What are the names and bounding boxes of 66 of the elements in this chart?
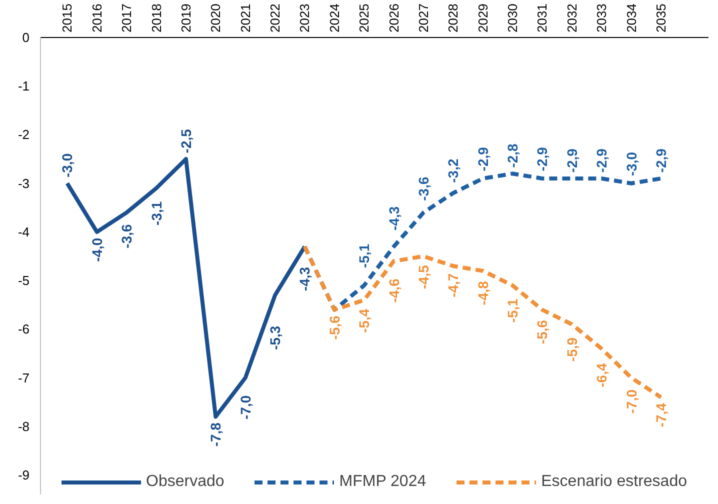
data-label: -2,9 — [564, 148, 580, 173]
data-label: -5,6 — [534, 320, 550, 344]
x-tick-label: 2027 — [416, 4, 431, 32]
data-label: -7,0 — [237, 395, 254, 420]
y-tick-label: -3 — [18, 176, 30, 191]
legend-label: Observado — [146, 473, 224, 491]
data-label: -3,2 — [445, 158, 462, 183]
data-label: -4,7 — [445, 273, 462, 298]
data-label: -3,0 — [623, 152, 640, 176]
data-label: -4,8 — [474, 280, 491, 306]
data-label: -2,9 — [594, 148, 610, 173]
y-tick-label: -9 — [18, 468, 30, 483]
data-label: -2,9 — [653, 148, 669, 173]
x-tick-label: 2030 — [505, 4, 520, 32]
data-label: -7,0 — [623, 389, 640, 414]
data-label: -2,5 — [178, 128, 194, 154]
y-tick-label: -7 — [18, 370, 30, 386]
y-tick-label: -5 — [18, 273, 30, 288]
x-tick-label: 2021 — [238, 4, 253, 32]
data-label: -5,1 — [356, 244, 372, 268]
data-label: -3,6 — [118, 224, 135, 248]
x-tick-label: 2020 — [208, 4, 224, 32]
data-label: -3,6 — [415, 176, 432, 201]
x-tick-label: 2023 — [297, 4, 312, 32]
x-tick-label: 2026 — [386, 4, 402, 32]
data-label: -4,3 — [296, 266, 313, 292]
data-label: -4,3 — [386, 206, 402, 231]
data-label: -6,4 — [594, 363, 610, 388]
data-label: -4,6 — [386, 278, 402, 303]
y-tick-label: -8 — [18, 418, 30, 434]
x-tick-label: 2035 — [654, 4, 668, 32]
x-tick-label: 2015 — [60, 4, 75, 32]
x-tick-label: 2018 — [148, 4, 164, 32]
x-tick-label: 2034 — [624, 4, 639, 32]
data-label: -5,3 — [267, 326, 284, 350]
x-tick-label: 2017 — [119, 4, 134, 32]
x-tick-label: 2022 — [268, 4, 283, 32]
x-tick-label: 2031 — [534, 4, 550, 32]
data-label: -5,4 — [356, 308, 372, 333]
legend-label: Escenario estresado — [541, 473, 687, 491]
data-label: -2,9 — [534, 146, 550, 172]
data-label: -3,1 — [148, 201, 164, 226]
x-tick-label: 2024 — [326, 4, 342, 32]
y-tick-label: -1 — [18, 78, 30, 94]
data-label: -7,4 — [653, 402, 669, 428]
x-tick-label: 2033 — [594, 4, 610, 32]
legend-label: MFMP 2024 — [339, 473, 426, 491]
y-tick-label: -4 — [18, 224, 30, 240]
x-tick-label: 2028 — [446, 4, 461, 32]
y-tick-label: -2 — [18, 127, 30, 142]
data-label: -7,8 — [208, 422, 224, 447]
x-tick-label: 2029 — [475, 4, 490, 32]
data-label: -4,5 — [415, 264, 432, 290]
x-tick-label: 2032 — [564, 4, 580, 32]
data-label: -2,9 — [474, 146, 491, 172]
x-tick-label: 2019 — [178, 4, 194, 32]
y-tick-label: -6 — [18, 322, 30, 337]
x-tick-label: 2016 — [89, 4, 104, 32]
data-label: -3,0 — [59, 153, 76, 178]
data-label: -5,1 — [504, 298, 521, 323]
data-label: -5,6 — [326, 315, 342, 340]
y-tick-label: 0 — [22, 30, 30, 45]
data-label: -4,0 — [88, 238, 105, 262]
data-label: -2,8 — [504, 143, 521, 168]
data-label: -5,9 — [564, 337, 580, 362]
x-tick-label: 2025 — [356, 4, 372, 32]
